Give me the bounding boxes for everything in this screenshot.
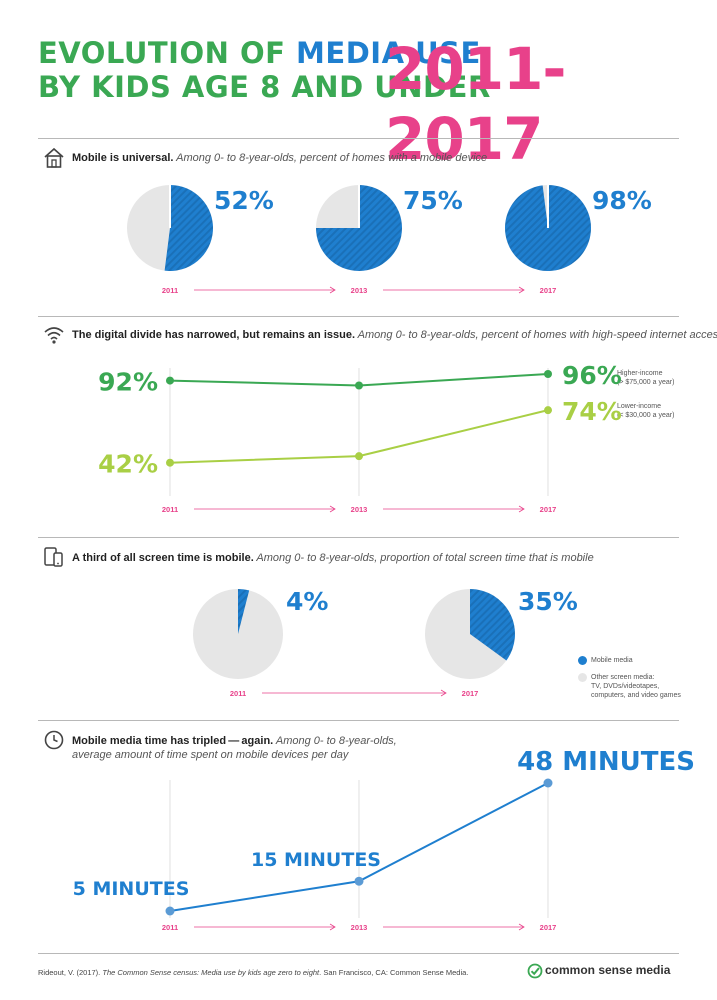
divider: [38, 316, 679, 317]
start-value-label: 92%: [98, 368, 158, 397]
divide-timeline-arrow-head: [329, 505, 336, 513]
series-point: [355, 452, 363, 461]
pie-percent-label: 75%: [403, 186, 463, 215]
section-divide-heading: The digital divide has narrowed, but rem…: [72, 329, 717, 341]
divider: [38, 138, 679, 139]
mobile-timeline-arrow-head: [329, 286, 336, 294]
screen-year-label: 2017: [462, 689, 479, 698]
time-year-label: 2011: [162, 923, 178, 932]
mobile-year-label: 2017: [540, 286, 557, 295]
series-point: [354, 876, 364, 886]
time-timeline-arrow-head: [518, 923, 525, 931]
start-value-label: 42%: [98, 450, 158, 479]
divider: [38, 537, 679, 538]
citation: Rideout, V. (2017). The Common Sense cen…: [38, 968, 469, 977]
divider: [38, 953, 679, 954]
series-point: [543, 778, 553, 788]
mobile-year-label: 2011: [162, 286, 178, 295]
pie-mobile-slice: [470, 589, 515, 661]
pie-mobile-slice: [238, 588, 250, 634]
screen-timeline-arrow-head: [440, 689, 447, 697]
section-screen-heading: A third of all screen time is mobile. Am…: [72, 552, 594, 564]
series-point: [544, 406, 552, 415]
divide-year-label: 2013: [351, 505, 368, 514]
higher-income-note: Higher-income (> $75,000 a year): [617, 370, 675, 386]
value-label: 15 MINUTES: [251, 849, 381, 871]
clock-icon: [44, 730, 64, 750]
time-year-label: 2013: [351, 923, 368, 932]
end-value-label: 96%: [562, 361, 622, 390]
house-icon: [44, 147, 64, 168]
divide-year-label: 2017: [540, 505, 557, 514]
section-mobile-heading: Mobile is universal. Among 0- to 8-year-…: [72, 152, 488, 164]
legend-mobile-label: Mobile media: [591, 657, 633, 664]
pie-percent-label: 98%: [592, 186, 652, 215]
lower-income-note: Lower-income (< $30,000 a year): [617, 403, 675, 419]
value-label: 5 MINUTES: [73, 878, 190, 900]
pie-percent-label: 35%: [518, 587, 578, 616]
wifi-icon: [44, 327, 64, 344]
checkmark-logo-icon: [527, 963, 543, 979]
pie-percent-label: 4%: [286, 587, 328, 616]
time-timeline-arrow-head: [329, 923, 336, 931]
series-point: [166, 376, 174, 385]
legend-mobile-swatch: [578, 656, 587, 665]
brand-name: common sense media: [545, 963, 671, 977]
value-label: 48 MINUTES: [517, 747, 695, 777]
divider: [38, 720, 679, 721]
pie-percent-label: 52%: [214, 186, 274, 215]
title-part1: EVOLUTION OF: [38, 36, 297, 70]
time-year-label: 2017: [540, 923, 557, 932]
mobile-year-label: 2013: [351, 286, 368, 295]
title-part2: MEDIA USE: [296, 36, 481, 70]
series-point: [355, 381, 363, 390]
screen-year-label: 2011: [230, 689, 246, 698]
pie-mobile-slice: [164, 184, 214, 272]
divide-year-label: 2011: [162, 505, 178, 514]
page-title: EVOLUTION OF MEDIA USE BY KIDS AGE 8 AND…: [38, 36, 491, 104]
legend-other-swatch: [578, 673, 587, 682]
section-time-heading: Mobile media time has tripled — again. A…: [72, 735, 397, 761]
end-value-label: 74%: [562, 397, 622, 426]
divide-timeline-arrow-head: [518, 505, 525, 513]
series-point: [165, 906, 175, 916]
year-range: 2011-2017: [385, 35, 567, 173]
series-point: [544, 370, 552, 378]
title-line2: BY KIDS AGE 8 AND UNDER: [38, 70, 491, 104]
legend-other-label: Other screen media: TV, DVDs/videotapes,…: [591, 674, 681, 699]
series-point: [166, 458, 174, 467]
mobile-timeline-arrow-head: [518, 286, 525, 294]
devices-icon: [44, 547, 63, 567]
